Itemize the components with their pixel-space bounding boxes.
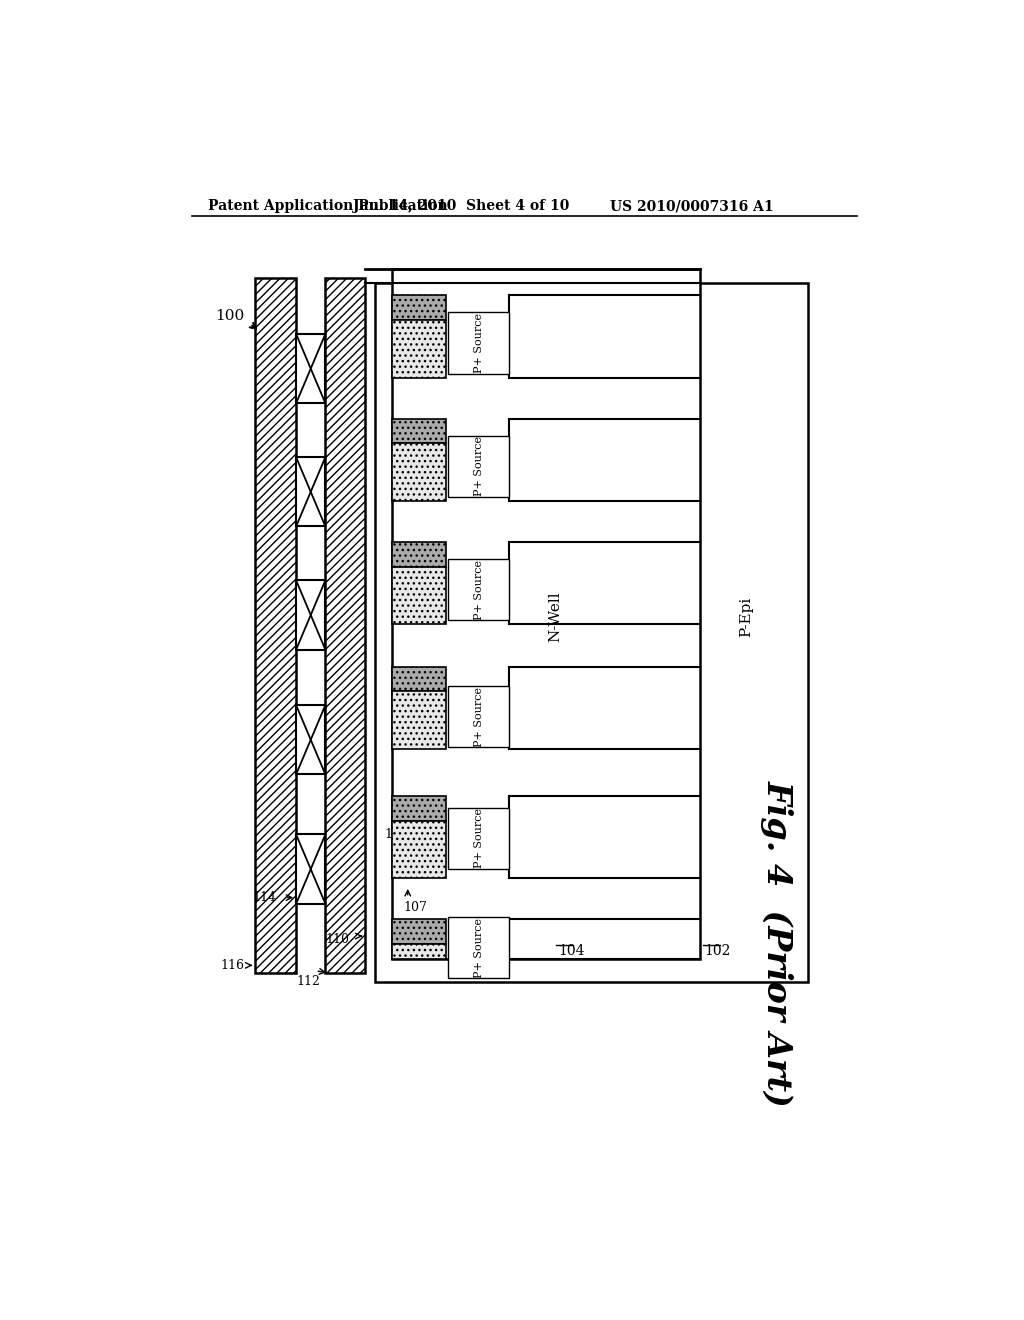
Bar: [447, 558, 509, 620]
Bar: [296, 705, 326, 775]
Text: P-Epi: P-Epi: [739, 597, 754, 636]
Text: Patent Application Publication: Patent Application Publication: [208, 199, 447, 213]
Bar: [447, 436, 509, 498]
Bar: [296, 457, 326, 527]
Text: 100: 100: [215, 309, 245, 323]
Text: Fig. 4  (Prior Art): Fig. 4 (Prior Art): [761, 780, 794, 1107]
Text: US 2010/0007316 A1: US 2010/0007316 A1: [610, 199, 774, 213]
Bar: [296, 834, 326, 904]
Bar: [447, 313, 509, 374]
Bar: [447, 917, 509, 978]
Bar: [296, 334, 326, 404]
Bar: [255, 277, 296, 973]
Text: 112: 112: [296, 974, 319, 987]
Bar: [392, 566, 446, 624]
Text: 116: 116: [220, 958, 245, 972]
Bar: [392, 796, 446, 821]
Text: P+ Source: P+ Source: [473, 437, 483, 496]
Bar: [392, 321, 446, 378]
Text: P+ Source: P+ Source: [473, 686, 483, 747]
Bar: [376, 284, 808, 982]
Text: P+ Source: P+ Source: [473, 313, 483, 374]
Bar: [447, 686, 509, 747]
Bar: [392, 444, 446, 502]
Bar: [392, 919, 446, 944]
Bar: [392, 692, 446, 748]
Text: 102: 102: [705, 944, 730, 958]
Text: 114: 114: [253, 891, 276, 904]
Text: P+ Source: P+ Source: [473, 917, 483, 978]
Bar: [296, 581, 326, 649]
Bar: [392, 667, 446, 692]
Text: 107: 107: [403, 902, 428, 915]
Bar: [392, 541, 446, 566]
Bar: [392, 296, 446, 321]
Text: N-Well: N-Well: [549, 591, 562, 642]
Bar: [392, 821, 446, 878]
Text: 104: 104: [558, 944, 585, 958]
Bar: [392, 268, 700, 960]
Bar: [392, 418, 446, 444]
Bar: [392, 944, 446, 960]
Bar: [447, 808, 509, 869]
Text: 110: 110: [326, 933, 349, 946]
Text: 106: 106: [456, 965, 479, 978]
Text: Jan. 14, 2010  Sheet 4 of 10: Jan. 14, 2010 Sheet 4 of 10: [353, 199, 569, 213]
Bar: [326, 277, 366, 973]
Text: P+ Source: P+ Source: [473, 560, 483, 619]
Text: 108: 108: [385, 829, 409, 841]
Text: P+ Source: P+ Source: [473, 808, 483, 869]
